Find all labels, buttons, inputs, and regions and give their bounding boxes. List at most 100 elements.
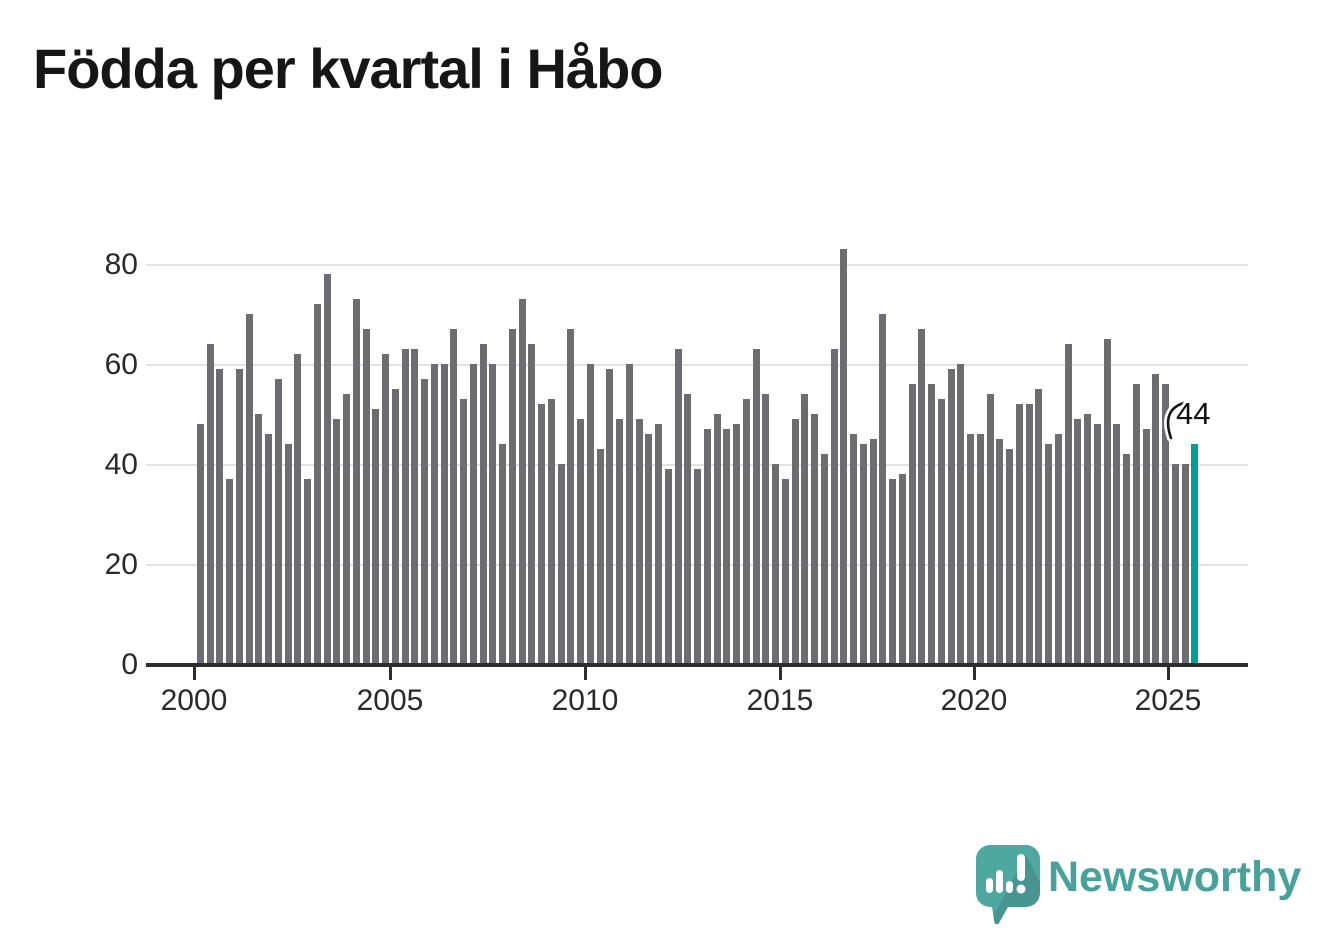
bar-2015-q3 [801,394,809,664]
bar-2019-q1 [937,399,945,664]
highlight-value-label: 44 [1176,396,1211,431]
bar-2003-q2 [323,274,331,664]
bar-2019-q4 [967,434,975,664]
bar-2010-q4 [616,419,624,664]
chart-title: Födda per kvartal i Håbo [33,37,663,100]
bar-2006-q1 [430,364,438,664]
y-axis-label-40: 40 [104,448,138,481]
x-axis-label-2015: 2015 [746,684,814,717]
bar-2004-q4 [382,354,390,664]
bar-2024-q4 [1162,384,1170,664]
bar-2023-q4 [1123,454,1131,664]
bar-2005-q2 [401,349,409,664]
bar-2005-q1 [391,389,399,664]
bar-2024-q3 [1152,374,1160,664]
x-axis-label-2005: 2005 [356,684,424,717]
bar-2008-q4 [538,404,546,664]
bar-2018-q3 [918,329,926,664]
bar-2021-q1 [1015,404,1023,664]
x-tick-2000 [193,667,196,680]
bar-2023-q1 [1093,424,1101,664]
bar-2020-q1 [976,434,984,664]
bar-2016-q4 [850,434,858,664]
gridline-60 [146,364,1248,366]
bar-2001-q2 [245,314,253,664]
bar-2002-q1 [274,379,282,664]
x-axis-label-2010: 2010 [551,684,619,717]
bar-2005-q4 [421,379,429,664]
bar-2008-q2 [518,299,526,664]
bar-2009-q3 [567,329,575,664]
bar-2000-q4 [226,479,234,664]
bar-2001-q1 [235,369,243,664]
newsworthy-branding: Newsworthy [974,843,1304,929]
y-axis-label-20: 20 [104,548,138,581]
bar-2014-q3 [762,394,770,664]
bar-2024-q1 [1132,384,1140,664]
bar-2003-q3 [333,419,341,664]
bar-2018-q4 [928,384,936,664]
bar-2013-q2 [713,414,721,664]
bar-2009-q4 [577,419,585,664]
bar-2008-q1 [508,329,516,664]
bar-2001-q4 [265,434,273,664]
bar-2017-q3 [879,314,887,664]
bar-2000-q3 [216,369,224,664]
y-axis-label-80: 80 [104,248,138,281]
bar-2011-q1 [625,364,633,664]
bar-2012-q1 [664,469,672,664]
bar-2014-q1 [742,399,750,664]
bar-2016-q2 [830,349,838,664]
bar-2016-q3 [840,249,848,664]
bar-2017-q4 [889,479,897,664]
y-axis-label-60: 60 [104,348,138,381]
bar-2009-q1 [547,399,555,664]
bar-2006-q3 [450,329,458,664]
bar-2002-q3 [294,354,302,664]
bar-2011-q3 [645,434,653,664]
bar-2012-q2 [674,349,682,664]
bar-2009-q2 [557,464,565,664]
bar-2023-q3 [1113,424,1121,664]
x-axis-label-2025: 2025 [1134,684,1202,717]
bar-2010-q2 [596,449,604,664]
x-tick-2025 [1167,667,1170,680]
y-axis-label-0: 0 [121,648,138,681]
bar-2023-q2 [1103,339,1111,664]
x-tick-2010 [584,667,587,680]
bar-2022-q2 [1064,344,1072,664]
x-axis-label-2000: 2000 [160,684,228,717]
bar-2022-q3 [1074,419,1082,664]
bar-2014-q2 [752,349,760,664]
bar-2006-q4 [460,399,468,664]
x-tick-2005 [389,667,392,680]
bar-2018-q1 [898,474,906,664]
newsworthy-wordmark: Newsworthy [1048,853,1302,901]
bar-2015-q2 [791,419,799,664]
bar-2003-q1 [313,304,321,664]
bar-2014-q4 [772,464,780,664]
bar-2004-q3 [372,409,380,664]
bar-2001-q3 [255,414,263,664]
bar-2019-q2 [947,369,955,664]
bar-2020-q3 [996,439,1004,664]
bar-2013-q3 [723,429,731,664]
newsworthy-logo-icon [976,845,1040,925]
bar-2025-q3 [1191,444,1199,664]
bar-2000-q1 [196,424,204,664]
bar-2012-q4 [694,469,702,664]
bar-2018-q2 [908,384,916,664]
bar-plot-area [146,235,1248,664]
x-axis-label-2020: 2020 [940,684,1008,717]
bar-2008-q3 [528,344,536,664]
bar-2012-q3 [684,394,692,664]
bar-2024-q2 [1142,429,1150,664]
bar-2020-q2 [986,394,994,664]
bar-2003-q4 [343,394,351,664]
bar-2007-q3 [489,364,497,664]
bar-2015-q4 [811,414,819,664]
bar-2007-q4 [499,444,507,664]
x-tick-2020 [973,667,976,680]
bar-2010-q3 [606,369,614,664]
